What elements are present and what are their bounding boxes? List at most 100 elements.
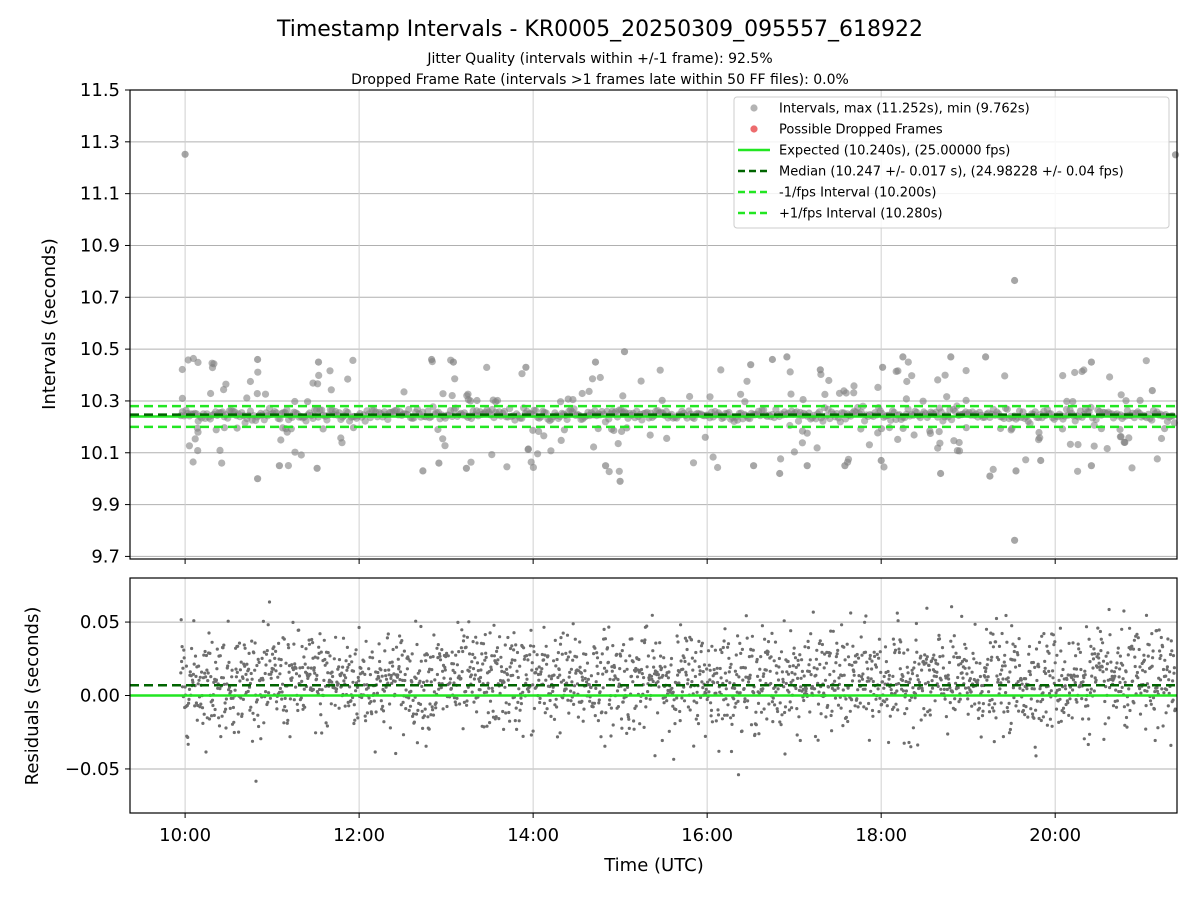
residual-point [895, 611, 899, 615]
residual-point [1137, 647, 1141, 652]
residual-point [1009, 721, 1013, 726]
y-tick-label: 10.3 [80, 391, 120, 412]
residual-point [558, 731, 562, 735]
interval-point [910, 431, 918, 439]
residual-point [708, 668, 712, 672]
residual-point [855, 652, 859, 657]
residual-point [913, 660, 917, 664]
residual-point [257, 660, 261, 665]
residual-point [917, 680, 922, 685]
residual-point [422, 714, 426, 718]
interval-point [1136, 396, 1144, 404]
residual-point [208, 651, 212, 656]
residual-point [847, 663, 852, 667]
residual-point [410, 652, 414, 656]
residual-point [508, 646, 513, 651]
residual-point [891, 637, 896, 641]
residual-point [1086, 742, 1090, 747]
residual-point [651, 679, 655, 684]
residual-point [438, 652, 442, 656]
residual-point [1158, 656, 1162, 661]
residual-point [864, 614, 868, 618]
residual-point [1108, 633, 1112, 637]
residual-point [252, 651, 256, 655]
residual-point [965, 672, 969, 676]
residual-point [768, 669, 772, 673]
residual-point [777, 656, 782, 661]
residual-point [948, 686, 952, 690]
residual-point [627, 717, 631, 721]
y-tick-label: 9.9 [91, 495, 120, 516]
residual-point [1034, 708, 1038, 712]
residual-point [262, 721, 266, 725]
residual-point [207, 717, 212, 721]
residual-point [473, 673, 477, 677]
residual-point [193, 654, 198, 658]
residual-point [388, 726, 392, 730]
residual-point [263, 671, 267, 676]
residual-point [782, 619, 786, 623]
residual-point [238, 679, 242, 683]
residual-point [1011, 686, 1016, 690]
residual-point [1161, 724, 1165, 728]
residual-point [700, 680, 704, 684]
residual-point [1096, 626, 1100, 630]
intervals-panel: 9.79.910.110.310.510.710.911.111.311.5 I… [39, 80, 1180, 567]
interval-point [619, 392, 627, 400]
residual-point [809, 673, 813, 677]
residual-point [461, 639, 466, 643]
residual-point [1102, 737, 1106, 742]
interval-point [948, 416, 956, 424]
residual-point [693, 674, 698, 679]
residual-point [376, 670, 380, 675]
residual-point [759, 655, 763, 659]
residual-point [707, 663, 711, 667]
residual-point [680, 690, 685, 694]
residual-point [429, 713, 433, 717]
residual-point [719, 648, 723, 652]
residual-point [202, 653, 206, 657]
residual-point [595, 651, 599, 655]
residual-point [334, 635, 338, 639]
interval-point [253, 390, 261, 398]
residual-point [337, 665, 341, 669]
residual-point [191, 680, 195, 685]
residual-point [1166, 637, 1170, 641]
residual-point [1025, 687, 1029, 691]
residual-point [555, 705, 559, 709]
residual-point [1028, 669, 1032, 674]
interval-point [850, 382, 858, 390]
residual-point [325, 724, 329, 728]
residual-point [1151, 656, 1155, 660]
residual-point [369, 700, 373, 704]
interval-point [772, 405, 780, 413]
residual-point [336, 682, 340, 686]
residual-point [456, 620, 460, 625]
residual-point [863, 687, 867, 691]
residual-point [785, 670, 789, 674]
residual-point [517, 719, 521, 723]
residual-point [601, 672, 605, 676]
interval-point [524, 445, 532, 453]
residual-point [302, 687, 306, 691]
residual-point [833, 679, 837, 683]
legend-marker [750, 104, 758, 112]
interval-point [222, 380, 230, 388]
residual-point [469, 673, 473, 677]
residual-point [800, 669, 805, 674]
residual-point [522, 646, 526, 650]
interval-point [850, 389, 858, 397]
residual-point [467, 620, 471, 624]
residual-point [553, 703, 557, 707]
residual-point [1118, 654, 1122, 658]
residual-point [1007, 701, 1011, 706]
residual-point [697, 639, 701, 644]
residual-point [231, 705, 235, 710]
residual-point [559, 636, 563, 640]
residual-point [655, 670, 659, 674]
residual-point [467, 669, 471, 673]
interval-point [1103, 445, 1111, 453]
residual-point [593, 714, 597, 718]
residual-point [907, 681, 912, 685]
interval-outlier-point [1012, 467, 1020, 475]
